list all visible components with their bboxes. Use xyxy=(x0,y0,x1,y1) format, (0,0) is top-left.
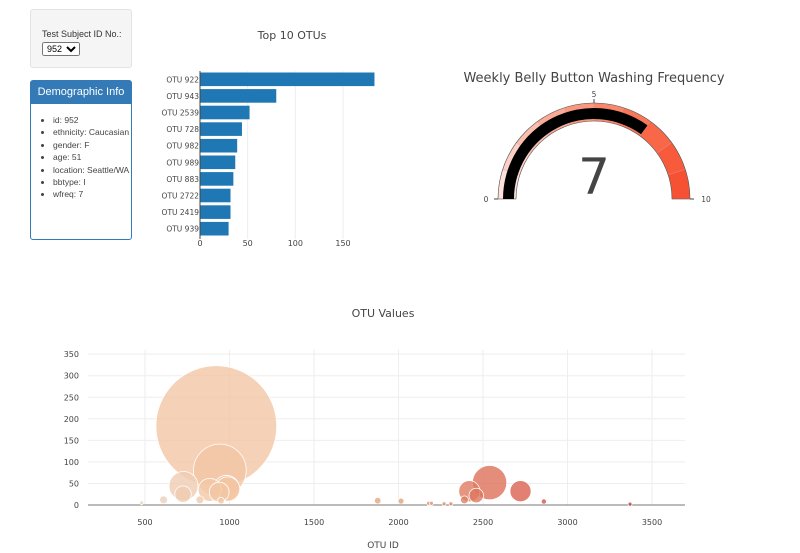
x-tick-label: 1000 xyxy=(219,518,239,527)
y-tick-label: 100 xyxy=(64,458,79,467)
x-tick-label: 100 xyxy=(288,239,303,248)
chart-title: OTU Values xyxy=(352,307,415,320)
x-tick-label: 0 xyxy=(197,239,202,248)
y-tick-label: OTU 883 xyxy=(166,175,199,184)
gauge-value-bar xyxy=(503,108,648,199)
y-tick-label: 150 xyxy=(64,436,79,445)
x-tick-label: 50 xyxy=(243,239,253,248)
bar xyxy=(200,155,236,170)
y-tick-label: 0 xyxy=(74,501,79,510)
x-tick-label: 3500 xyxy=(642,518,662,527)
bubble xyxy=(174,485,192,503)
y-tick-label: OTU 989 xyxy=(166,158,199,167)
y-tick-label: OTU 2539 xyxy=(162,109,200,118)
bubble xyxy=(374,496,382,505)
bubble xyxy=(460,495,469,505)
y-tick-label: OTU 2419 xyxy=(162,208,200,217)
bar-chart: Top 10 OTUs 0 50 100 150 OTU 922 OTU 943 OTU 25… xyxy=(162,29,375,248)
demographic-item: ethnicity: Caucasian xyxy=(53,126,131,138)
bar xyxy=(200,205,231,219)
bar xyxy=(200,122,242,136)
demographic-item: id: 952 xyxy=(53,114,131,126)
x-tick-label: 2500 xyxy=(473,518,493,527)
bar xyxy=(200,89,277,103)
bar xyxy=(200,221,229,236)
bubble xyxy=(217,496,225,505)
selector-label: Test Subject ID No.: xyxy=(42,29,122,39)
x-tick-label: 1500 xyxy=(304,518,324,527)
x-tick-label: 500 xyxy=(137,518,152,527)
demographic-item: location: Seattle/WA xyxy=(53,164,131,176)
y-tick-label: 200 xyxy=(64,415,79,424)
bubble xyxy=(195,495,205,505)
gauge-tick-label: 0 xyxy=(484,195,489,204)
demographic-item: gender: F xyxy=(53,139,131,151)
bar xyxy=(200,138,238,153)
demographic-item: wfreq: 7 xyxy=(53,188,131,200)
bar xyxy=(200,188,231,203)
demographic-item: age: 51 xyxy=(53,151,131,163)
y-tick-label: 50 xyxy=(69,479,79,488)
bubble xyxy=(441,501,447,507)
demographic-list: id: 952ethnicity: Caucasiangender: Fage:… xyxy=(31,114,131,201)
bubble xyxy=(397,497,405,505)
bubble xyxy=(448,501,454,507)
y-tick-label: 300 xyxy=(64,372,79,381)
y-tick-label: OTU 922 xyxy=(166,75,199,84)
bar xyxy=(200,105,250,120)
bubble xyxy=(540,498,547,505)
x-tick-label: 2000 xyxy=(388,518,408,527)
demographic-title: Demographic Info xyxy=(31,81,131,104)
gauge-tick-label: 10 xyxy=(701,195,711,204)
bubble xyxy=(468,487,484,504)
bubble xyxy=(429,500,434,506)
x-axis-label: OTU ID xyxy=(367,541,399,551)
bubble-chart: OTU Values 0 50 100 150 200 250 300 350 500 1000 15… xyxy=(64,307,685,551)
gauge-outline xyxy=(497,102,691,200)
y-tick-label: OTU 2722 xyxy=(162,192,200,201)
bar xyxy=(200,172,234,186)
x-tick-label: 150 xyxy=(335,239,350,248)
subject-id-select[interactable]: 952 xyxy=(42,42,80,56)
x-tick-label: 3000 xyxy=(557,518,577,527)
y-tick-label: OTU 982 xyxy=(166,142,199,151)
bar xyxy=(200,72,375,87)
gauge-tick-label: 5 xyxy=(592,90,597,99)
bubble xyxy=(139,500,145,506)
demographic-panel: Demographic Info id: 952ethnicity: Cauca… xyxy=(30,80,132,240)
y-tick-label: OTU 943 xyxy=(166,92,199,101)
y-tick-label: 250 xyxy=(64,393,79,402)
bubble xyxy=(509,480,532,503)
y-tick-label: 350 xyxy=(64,350,79,359)
gauge-value: 7 xyxy=(578,148,610,206)
y-tick-label: OTU 728 xyxy=(166,125,199,134)
bubble xyxy=(627,501,633,507)
demographic-item: bbtype: I xyxy=(53,176,131,188)
bubble xyxy=(159,495,168,505)
y-tick-label: OTU 939 xyxy=(166,225,199,234)
selector-panel: Test Subject ID No.: 952 xyxy=(30,9,132,68)
gauge-chart: Weekly Belly Button Washing Frequency 0 5 1… xyxy=(463,71,724,206)
chart-title: Weekly Belly Button Washing Frequency xyxy=(463,71,724,86)
chart-title: Top 10 OTUs xyxy=(257,29,327,42)
